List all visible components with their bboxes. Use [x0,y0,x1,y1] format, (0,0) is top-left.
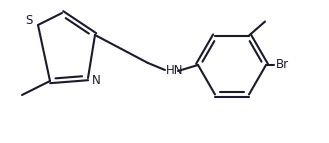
Text: Br: Br [276,58,289,72]
Text: N: N [91,74,100,87]
Text: S: S [25,14,33,27]
Text: HN: HN [166,64,184,78]
